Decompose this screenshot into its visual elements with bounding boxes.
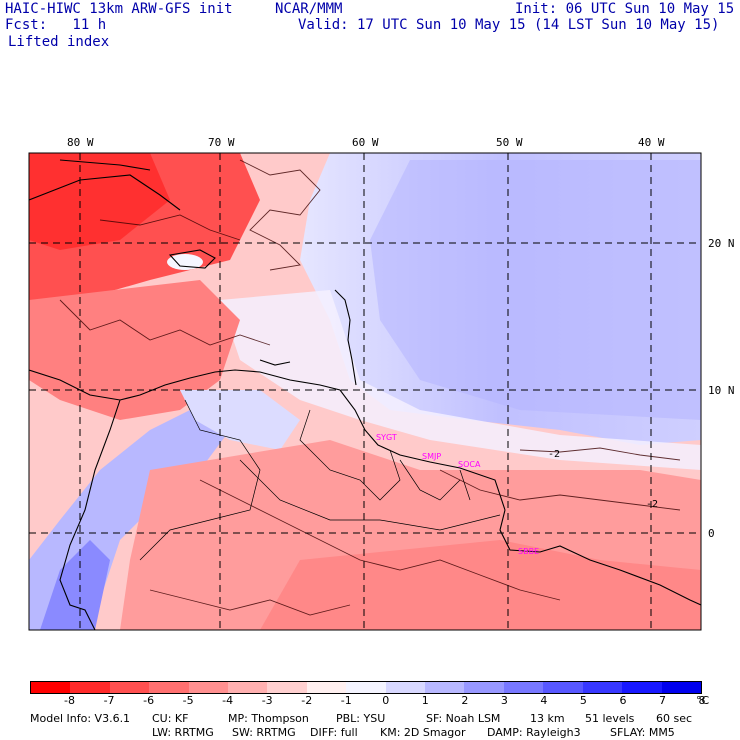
llanos-stable (180, 390, 300, 450)
colorbar-swatch (267, 682, 307, 693)
lon-label: 70 W (208, 136, 235, 149)
colorbar-swatch (503, 682, 544, 693)
sflay-scheme: SFLAY: MM5 (610, 726, 675, 739)
header-init: Init: 06 UTC Sun 10 May 15 (515, 1, 735, 17)
colorbar-tick-label: -5 (182, 694, 194, 707)
model-info: Model Info: V3.6.1 (30, 712, 131, 725)
colorbar-tick-label: -6 (143, 694, 155, 707)
colorbar-tick-label: 3 (500, 694, 508, 707)
lat-label: 0 (708, 527, 715, 540)
andes-stable-core (40, 540, 110, 630)
colorbar-tick-label: -2 (301, 694, 313, 707)
header-forecast: Fcst: 11 h (5, 17, 107, 33)
colorbar-swatch (31, 682, 71, 693)
colorbar-swatch (661, 682, 701, 693)
colorbar-tick-label: 6 (619, 694, 627, 707)
map-frame (28, 152, 702, 631)
colorbar-swatch (188, 682, 229, 693)
colorbar-swatch (306, 682, 347, 693)
graticule (29, 153, 701, 630)
station-label: SOCA (458, 460, 481, 469)
coastlines (29, 159, 701, 630)
lon-label: 40 W (638, 136, 665, 149)
colorbar-tick-label: 0 (382, 694, 390, 707)
colorbar-swatch (149, 682, 189, 693)
colorbar-tick-label: 2 (461, 694, 469, 707)
colorbar-tick-label: -1 (340, 694, 352, 707)
puerto-rico-patch (167, 254, 203, 270)
colorbar-tick-label: 8 (698, 694, 706, 707)
lat-label: 10 N (708, 384, 735, 397)
colorbar-swatch (109, 682, 150, 693)
colorbar-swatch (385, 682, 426, 693)
contour-label: -2 (548, 449, 560, 460)
km-scheme: KM: 2D Smagor (380, 726, 466, 739)
colorbar-swatch (70, 682, 110, 693)
lon-label: 50 W (496, 136, 523, 149)
colorbar-swatch (346, 682, 386, 693)
time-step: 60 sec (656, 712, 693, 725)
lon-label: 60 W (352, 136, 379, 149)
colorbar-tick-label: 4 (540, 694, 548, 707)
header-title: HAIC-HIWC 13km ARW-GFS init (5, 1, 233, 17)
mp-scheme: MP: Thompson (228, 712, 309, 725)
damp-scheme: DAMP: Rayleigh3 (487, 726, 581, 739)
vertical-levels: 51 levels (585, 712, 635, 725)
diff-scheme: DIFF: full (310, 726, 358, 739)
field-name: Lifted index (8, 34, 110, 50)
cu-scheme: CU: KF (152, 712, 189, 725)
colorbar (30, 681, 702, 694)
colorbar-tick-label: 5 (579, 694, 587, 707)
station-label: SMJP (422, 452, 441, 461)
colorbar-tick-label: -7 (103, 694, 115, 707)
colorbar-tick-label: -3 (261, 694, 273, 707)
pbl-scheme: PBL: YSU (336, 712, 386, 725)
resolution: 13 km (530, 712, 565, 725)
contour-label: -2 (646, 499, 658, 510)
neutral-band (220, 290, 701, 470)
lat-label: 20 N (708, 237, 735, 250)
sw-scheme: SW: RRTMG (232, 726, 296, 739)
colorbar-unit: °C (696, 694, 710, 707)
colorbar-swatch (464, 682, 504, 693)
lw-scheme: LW: RRTMG (152, 726, 214, 739)
sf-scheme: SF: Noah LSM (426, 712, 501, 725)
colorbar-tick-label: 1 (421, 694, 429, 707)
header-valid: Valid: 17 UTC Sun 10 May 15 (14 LST Sun … (298, 17, 720, 33)
colorbar-swatch (582, 682, 623, 693)
colorbar-swatch (622, 682, 662, 693)
li-contours (59, 159, 681, 616)
unstable-region-central (29, 280, 240, 420)
header-center: NCAR/MMM (275, 1, 343, 17)
station-label: SBBE (518, 547, 539, 556)
colorbar-swatch (228, 682, 268, 693)
colorbar-tick-label: -8 (64, 694, 75, 707)
colorbar-swatch (425, 682, 465, 693)
colorbar-tick-label: -4 (222, 694, 234, 707)
unstable-core (29, 153, 170, 250)
stable-core (370, 160, 701, 420)
colorbar-swatch (543, 682, 583, 693)
map-panel: 80 W 70 W 60 W 50 W 40 W 20 N 10 N 0 SYG… (28, 136, 735, 631)
borders (139, 399, 501, 561)
station-label: SYGT (376, 433, 397, 442)
colorbar-tick-label: 7 (658, 694, 666, 707)
lon-label: 80 W (67, 136, 94, 149)
